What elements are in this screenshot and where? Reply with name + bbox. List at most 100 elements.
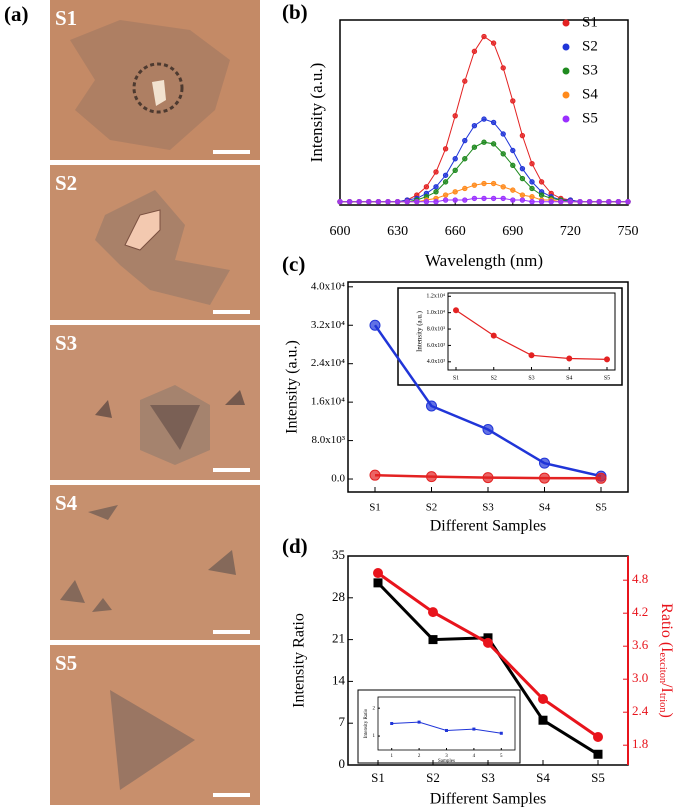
x-axis-label: Different Samples <box>430 518 547 535</box>
x-tick-label: S1 <box>369 502 381 514</box>
data-point <box>433 198 439 205</box>
x-tick-label: S3 <box>481 770 495 785</box>
x-tick-label: S4 <box>536 770 550 785</box>
data-point <box>481 195 487 202</box>
data-point <box>490 195 497 202</box>
data-point <box>538 198 545 205</box>
data-point <box>529 198 535 205</box>
x-tick-label: S2 <box>426 502 438 514</box>
data-point <box>373 578 383 588</box>
x-tick-label: S2 <box>491 375 497 381</box>
data-point <box>462 185 468 192</box>
data-point <box>481 116 487 122</box>
data-point <box>539 472 550 484</box>
y2-tick-label: 3.6 <box>632 637 649 652</box>
plot-frame <box>339 19 629 206</box>
y-tick-label: 1 <box>373 734 376 739</box>
x-tick-label: 600 <box>330 224 351 239</box>
data-point <box>519 175 526 182</box>
data-point <box>482 472 494 484</box>
data-point <box>452 189 458 195</box>
data-point <box>462 78 468 84</box>
data-point <box>356 198 362 205</box>
y2-tick-label: 4.8 <box>632 571 648 586</box>
y-axis-label: Intensity (a.u.) <box>284 340 301 434</box>
y-axis-label: Intensity Ratio <box>364 708 369 738</box>
data-point <box>337 198 343 205</box>
data-point <box>519 132 526 139</box>
data-point <box>577 198 583 205</box>
x-tick-label: S4 <box>566 375 572 381</box>
y-tick-label: 8.0x10³ <box>427 326 446 332</box>
data-point <box>593 731 603 742</box>
data-point <box>615 198 622 205</box>
data-point <box>500 65 506 71</box>
y-tick-label: 21 <box>332 631 345 646</box>
data-point <box>481 33 487 40</box>
y-tick-label: 0.0 <box>331 473 345 485</box>
data-point <box>462 156 468 162</box>
x-tick-label: 5 <box>500 754 503 759</box>
x-axis-label: Samples <box>438 759 455 764</box>
data-point <box>519 192 526 198</box>
data-point <box>428 635 438 645</box>
y2-axis-label-part: /I <box>658 683 675 693</box>
y2-tick-label: 1.8 <box>632 736 648 751</box>
data-point <box>373 568 383 579</box>
data-point <box>433 169 439 175</box>
x-tick-label: 630 <box>387 224 408 239</box>
data-point <box>510 187 516 193</box>
data-point <box>414 198 420 205</box>
y-tick-label: 0 <box>339 756 346 771</box>
data-point <box>481 180 487 187</box>
data-point <box>481 139 487 145</box>
micrograph: S2 <box>50 165 260 320</box>
data-point <box>452 197 458 203</box>
data-point <box>490 332 497 339</box>
data-point <box>595 472 607 484</box>
data-point <box>433 189 439 195</box>
data-point <box>417 720 421 724</box>
data-point <box>385 198 391 205</box>
data-point <box>510 197 516 203</box>
data-point <box>452 156 458 162</box>
x-tick-label: 2 <box>418 754 421 759</box>
data-point <box>442 179 449 185</box>
y2-axis-label-part: trion <box>657 693 668 713</box>
y-axis-label: Intensity (a.u.) <box>307 63 326 163</box>
data-point <box>426 400 437 412</box>
data-point <box>369 319 381 331</box>
x-tick-label: 660 <box>445 224 466 239</box>
y2-tick-label: 4.2 <box>632 604 648 619</box>
y-tick-label: 1.0x10⁴ <box>426 310 445 316</box>
x-tick-label: S1 <box>453 375 459 381</box>
image-label: S4 <box>55 491 78 515</box>
data-point <box>442 197 449 203</box>
y-axis-label: Intensity Ratio <box>291 613 308 708</box>
y-tick-label: 8.0x10³ <box>311 434 345 446</box>
data-point <box>519 165 526 172</box>
data-point <box>528 352 535 359</box>
y-tick-label: 6.0x10³ <box>427 343 446 349</box>
x-tick-label: 690 <box>502 224 523 239</box>
legend-marker <box>562 67 570 75</box>
micrograph: S4 <box>50 485 260 640</box>
data-point <box>404 198 410 205</box>
x-tick-label: 720 <box>560 224 581 239</box>
data-point <box>510 147 516 154</box>
panel-label: (a) <box>4 2 29 26</box>
x-tick-label: S1 <box>371 770 385 785</box>
data-point <box>482 424 494 436</box>
x-tick-label: S2 <box>426 770 440 785</box>
y-axis-label: Intensity (a.u.) <box>416 310 424 352</box>
data-point <box>538 192 545 198</box>
image-label: S1 <box>55 6 77 30</box>
x-tick-label: S5 <box>591 770 605 785</box>
x-tick-label: S5 <box>595 502 607 514</box>
x-tick-label: 1 <box>390 754 393 759</box>
data-point <box>390 722 394 725</box>
data-point <box>500 195 506 202</box>
x-axis-label: Wavelength (nm) <box>425 251 543 270</box>
y2-axis-label-part: exciton <box>657 653 668 684</box>
y2-tick-label: 3.0 <box>632 670 648 685</box>
